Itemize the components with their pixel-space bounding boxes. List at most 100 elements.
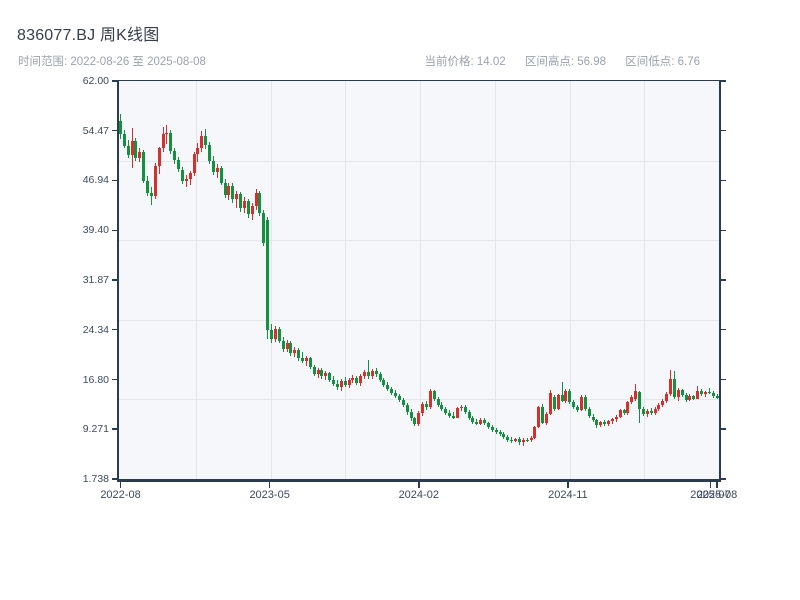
candle-body — [502, 433, 506, 437]
candle-body — [649, 410, 653, 414]
candle-body — [281, 340, 285, 350]
candle-body — [122, 133, 126, 146]
v-gridline — [494, 81, 496, 479]
candle-body — [285, 342, 289, 350]
candle-body — [498, 431, 502, 434]
candle-wick — [453, 411, 455, 420]
candle-body — [576, 406, 580, 410]
x-tick-mark — [268, 482, 271, 488]
candle-body — [525, 439, 529, 441]
candle-body — [603, 422, 607, 425]
candle-body — [304, 358, 308, 362]
candle-body — [188, 173, 192, 179]
candle-wick — [367, 359, 369, 379]
candle-body — [692, 396, 696, 399]
candle-body — [638, 392, 642, 410]
candle-body — [517, 438, 521, 442]
h-gridline — [119, 399, 719, 401]
h-gridline — [119, 160, 719, 162]
candle-body — [479, 419, 483, 424]
candle-body — [250, 206, 254, 215]
y-tick-mark-left — [112, 328, 117, 331]
candle-body — [320, 370, 324, 377]
x-tick-label: 2024-11 — [548, 489, 588, 501]
candle-body — [339, 380, 343, 388]
candle-body — [676, 390, 680, 397]
page-title: 836077.BJ 周K线图 — [17, 27, 160, 44]
candle-body — [231, 186, 235, 200]
candle-body — [146, 180, 150, 193]
candle-body — [219, 167, 223, 183]
candle-body — [161, 134, 165, 149]
candle-body — [703, 392, 707, 395]
y-tick-label: 24.34 — [82, 323, 109, 336]
candle-body — [448, 413, 452, 416]
candle-body — [347, 379, 351, 385]
y-tick-label: 9.271 — [82, 423, 109, 436]
h-gridline — [119, 240, 719, 242]
candle-body — [665, 394, 669, 401]
candle-body — [343, 380, 347, 385]
y-tick-mark-left — [112, 80, 117, 82]
candle-body — [413, 418, 417, 424]
candle-body — [657, 404, 661, 409]
candle-body — [537, 407, 541, 428]
candle-body — [541, 407, 545, 424]
candle-body — [452, 415, 456, 418]
candle-body — [173, 151, 177, 161]
y-tick-mark-right — [721, 428, 726, 430]
candle-body — [444, 409, 448, 414]
candle-body — [471, 418, 475, 422]
candle-body — [370, 370, 374, 377]
candle-body — [324, 372, 328, 377]
candle-body — [366, 372, 370, 377]
subtitle-date-range: 时间范围: 2022-08-26 至 2025-08-08 — [18, 56, 206, 68]
candle-body — [459, 406, 463, 408]
candle-body — [552, 396, 556, 409]
x-tick-mark — [716, 482, 718, 488]
candle-body — [130, 141, 134, 155]
candle-body — [204, 136, 208, 146]
candle-body — [583, 396, 587, 410]
candle-body — [328, 372, 332, 381]
candle-body — [138, 152, 142, 159]
candle-body — [270, 329, 274, 340]
y-tick-mark-left — [112, 378, 117, 381]
candle-body — [595, 420, 599, 426]
candle-body — [521, 439, 525, 442]
candle-body — [626, 401, 630, 414]
y-tick-label: 16.80 — [82, 373, 109, 386]
candle-body — [258, 192, 262, 214]
y-tick-mark-left — [112, 279, 117, 281]
candle-body — [397, 396, 401, 400]
candle-body — [142, 152, 146, 181]
y-tick-label: 39.40 — [82, 224, 109, 237]
candle-body — [711, 392, 715, 397]
candle-body — [223, 182, 227, 195]
candle-body — [386, 384, 390, 390]
candle-body — [614, 417, 618, 420]
y-tick-mark-right — [721, 80, 726, 82]
stat-range-high: 区间高点: 56.98 — [524, 56, 607, 68]
candle-body — [622, 409, 626, 414]
candle-body — [684, 395, 688, 400]
y-tick-mark-right — [721, 378, 726, 381]
candle-body — [514, 438, 518, 441]
candle-wick — [166, 124, 168, 145]
v-gridline — [270, 81, 272, 479]
y-tick-mark-left — [112, 229, 117, 231]
candle-body — [428, 391, 432, 408]
y-tick-label: 62.00 — [82, 75, 109, 87]
candle-body — [672, 378, 676, 397]
candle-body — [332, 380, 336, 385]
candle-body — [242, 200, 246, 209]
candle-body — [227, 186, 231, 195]
h-gridline — [119, 319, 719, 321]
candle-body — [266, 219, 270, 330]
v-gridline — [569, 81, 571, 479]
candle-body — [196, 147, 200, 155]
v-gridline — [345, 81, 347, 479]
candle-body — [587, 409, 591, 417]
candle-body — [359, 375, 363, 383]
